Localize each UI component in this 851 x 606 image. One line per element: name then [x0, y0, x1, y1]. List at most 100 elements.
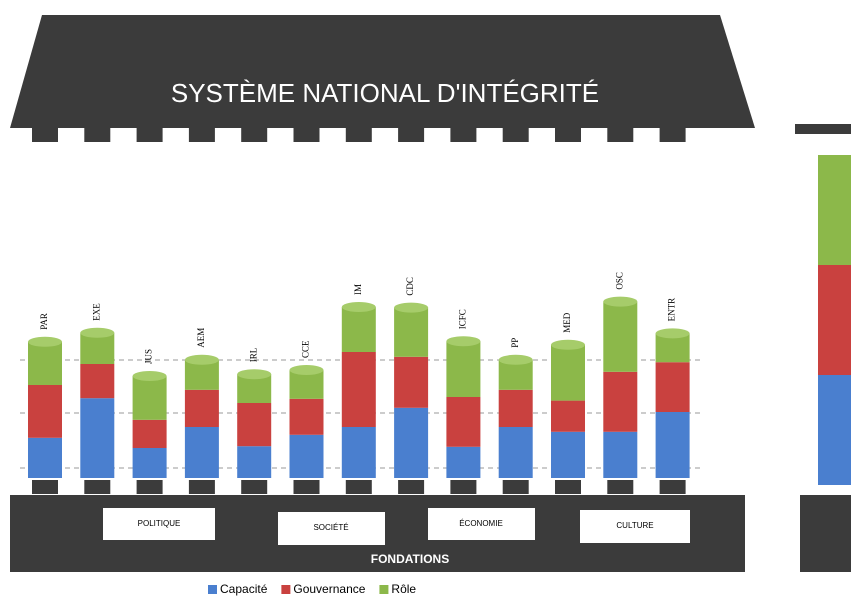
roof-block [84, 126, 111, 142]
roof-blocks [32, 126, 686, 142]
roof-block [795, 124, 851, 134]
bar-segment [603, 301, 638, 372]
bar-segment [289, 398, 324, 435]
bar-segment [237, 403, 272, 447]
bar-cap [655, 328, 690, 339]
bar-segment [551, 431, 585, 478]
legend-swatch [208, 585, 217, 594]
bar-cap [184, 354, 219, 365]
bar-segment [184, 427, 219, 478]
bar-segment [132, 419, 167, 448]
bar-segment [80, 364, 115, 399]
bar-label: PP [510, 338, 520, 348]
bar-label: ICFC [457, 309, 467, 329]
bar-segment [498, 427, 533, 478]
bar-label: JUS [144, 349, 154, 364]
foundation-title: FONDATIONS [371, 552, 449, 566]
bar-cap [498, 354, 533, 365]
pillar-base [607, 480, 634, 494]
side-foundation [800, 495, 851, 572]
bar-segment [655, 412, 690, 478]
pillar-base [84, 480, 111, 494]
legend-label: Gouvernance [293, 582, 365, 596]
pillar-base [398, 480, 425, 494]
side-segment [818, 375, 851, 485]
chart-title: SYSTÈME NATIONAL D'INTÉGRITÉ [171, 78, 599, 108]
bar-segment [446, 341, 481, 397]
roof-block [555, 126, 581, 142]
bar-segment [28, 341, 62, 385]
roof-block [450, 126, 477, 142]
bar-label: CCE [301, 340, 311, 358]
bar-segment [394, 356, 429, 408]
foundation-label: POLITIQUE [138, 519, 181, 528]
bar-label: ENTR [667, 298, 677, 322]
bar-cap [341, 302, 376, 312]
bar-segment [551, 400, 585, 432]
pillar-base [241, 480, 268, 494]
bar-segment [341, 427, 376, 478]
foundation-label: CULTURE [616, 521, 653, 530]
bar-cap [394, 302, 429, 313]
legend-label: Capacité [220, 582, 268, 596]
bar-segment [132, 448, 167, 478]
roof-block [659, 126, 686, 142]
bar-label: OSC [614, 272, 624, 290]
bar-segment [132, 376, 167, 420]
bar-label: AEM [196, 328, 206, 348]
bar-segment [184, 389, 219, 427]
bar-label: CDC [405, 277, 415, 296]
pillar-base [555, 480, 581, 494]
bar-cap [446, 336, 481, 347]
bar-label: MED [562, 312, 572, 333]
roof-block [188, 126, 215, 142]
pillar-base [502, 480, 529, 494]
side-segment [818, 155, 851, 265]
bar-segment [237, 446, 272, 478]
bar-segment [80, 332, 115, 364]
roof-block [293, 126, 320, 142]
bar-label: PAR [39, 313, 49, 330]
side-segment [818, 265, 851, 375]
roof-block [398, 126, 425, 142]
bar-cap [603, 296, 638, 307]
bar-cap [237, 369, 272, 380]
roof-block [136, 126, 163, 142]
roof-block [32, 126, 58, 142]
bar-cap [28, 336, 62, 347]
roof [10, 15, 755, 128]
roof-block [502, 126, 529, 142]
foundation-label: ÉCONOMIE [459, 519, 503, 528]
bar-segment [394, 307, 429, 357]
side-pillar [795, 124, 851, 572]
bar-cap [80, 327, 115, 338]
roof-block [345, 126, 372, 142]
bar-segment [28, 385, 62, 438]
bar-segment [446, 446, 481, 478]
bar-segment [80, 398, 115, 478]
bar-segment [498, 389, 533, 427]
foundation-label: SOCIÉTÉ [313, 523, 348, 532]
foundation-box [428, 508, 535, 540]
bar-segment [394, 407, 429, 478]
bar-cap [289, 365, 324, 375]
bar-label: IRL [248, 348, 258, 363]
bar-segment [603, 371, 638, 432]
pillar-base [32, 480, 58, 494]
foundation-box [278, 512, 385, 545]
pillar-base [659, 480, 686, 494]
bar-segment [603, 431, 638, 478]
legend-label: Rôle [391, 582, 416, 596]
pillar-base [136, 480, 163, 494]
bar-segment [655, 362, 690, 412]
bar-cap [551, 339, 585, 350]
pillar-base [293, 480, 320, 494]
bar-segment [341, 307, 376, 352]
pillar-base [188, 480, 215, 494]
pillar-base [345, 480, 372, 494]
legend-swatch [379, 585, 389, 594]
roof-block [241, 126, 268, 142]
bar-segment [289, 434, 324, 478]
